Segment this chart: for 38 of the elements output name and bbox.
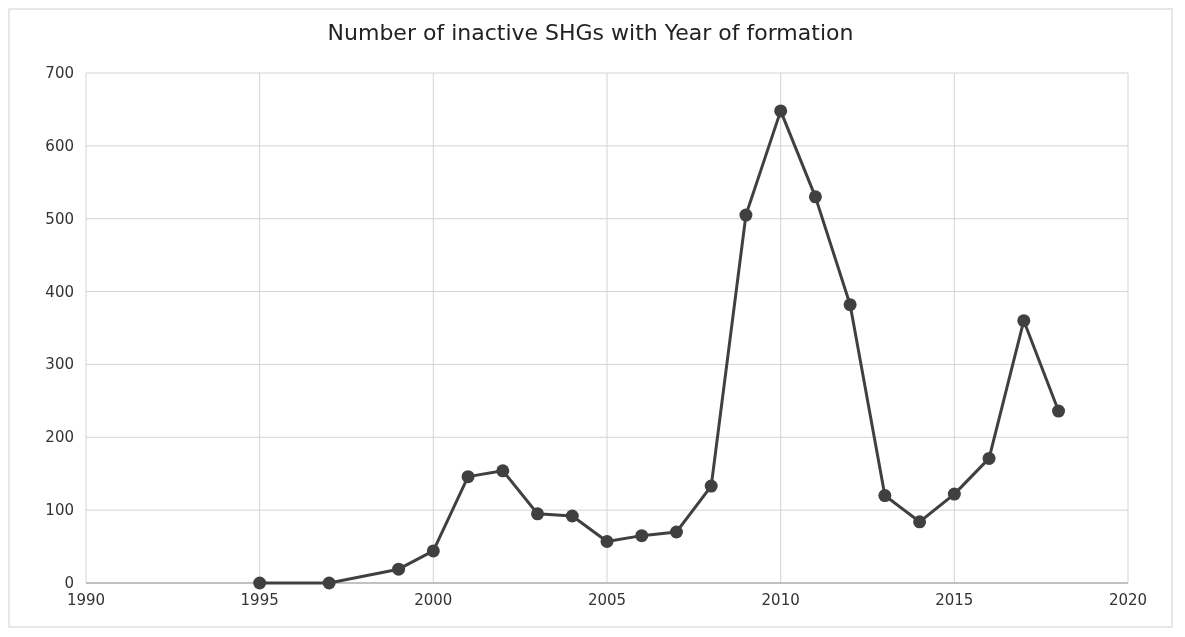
y-tick-label: 400 (45, 282, 74, 301)
point (1052, 404, 1066, 418)
point (253, 576, 267, 590)
point (739, 208, 753, 222)
x-tick-label: 2000 (414, 591, 453, 609)
y-tick-label: 300 (45, 355, 74, 374)
point (322, 576, 336, 590)
point (878, 489, 892, 503)
point (947, 487, 961, 501)
point (774, 104, 788, 118)
point (1017, 314, 1031, 328)
x-tick-label: 2005 (587, 591, 627, 609)
x-tick-label: 2010 (761, 591, 800, 609)
point (808, 190, 822, 204)
point (392, 562, 406, 576)
point (669, 525, 683, 539)
point (704, 479, 718, 493)
y-tick-label: 100 (45, 501, 74, 520)
x-tick-label: 2020 (1108, 591, 1148, 609)
point (913, 515, 927, 529)
x-tick-label: 1995 (240, 591, 279, 609)
y-tick-label: 0 (64, 574, 74, 592)
point (843, 298, 857, 312)
point (635, 529, 649, 543)
x-tick-label: 1990 (66, 591, 106, 609)
y-tick-label: 700 (45, 64, 74, 82)
y-tick-label: 200 (45, 428, 74, 447)
chart-title: Number of inactive SHGs with Year of formation (327, 20, 854, 45)
x-tick-label: 2015 (935, 591, 974, 609)
point (600, 534, 614, 548)
point (565, 509, 579, 523)
point (982, 451, 996, 465)
y-tick-label: 500 (45, 209, 74, 228)
point (426, 544, 440, 558)
y-tick-label: 600 (45, 136, 74, 155)
point (461, 470, 475, 484)
point (531, 507, 545, 521)
point (496, 464, 510, 478)
